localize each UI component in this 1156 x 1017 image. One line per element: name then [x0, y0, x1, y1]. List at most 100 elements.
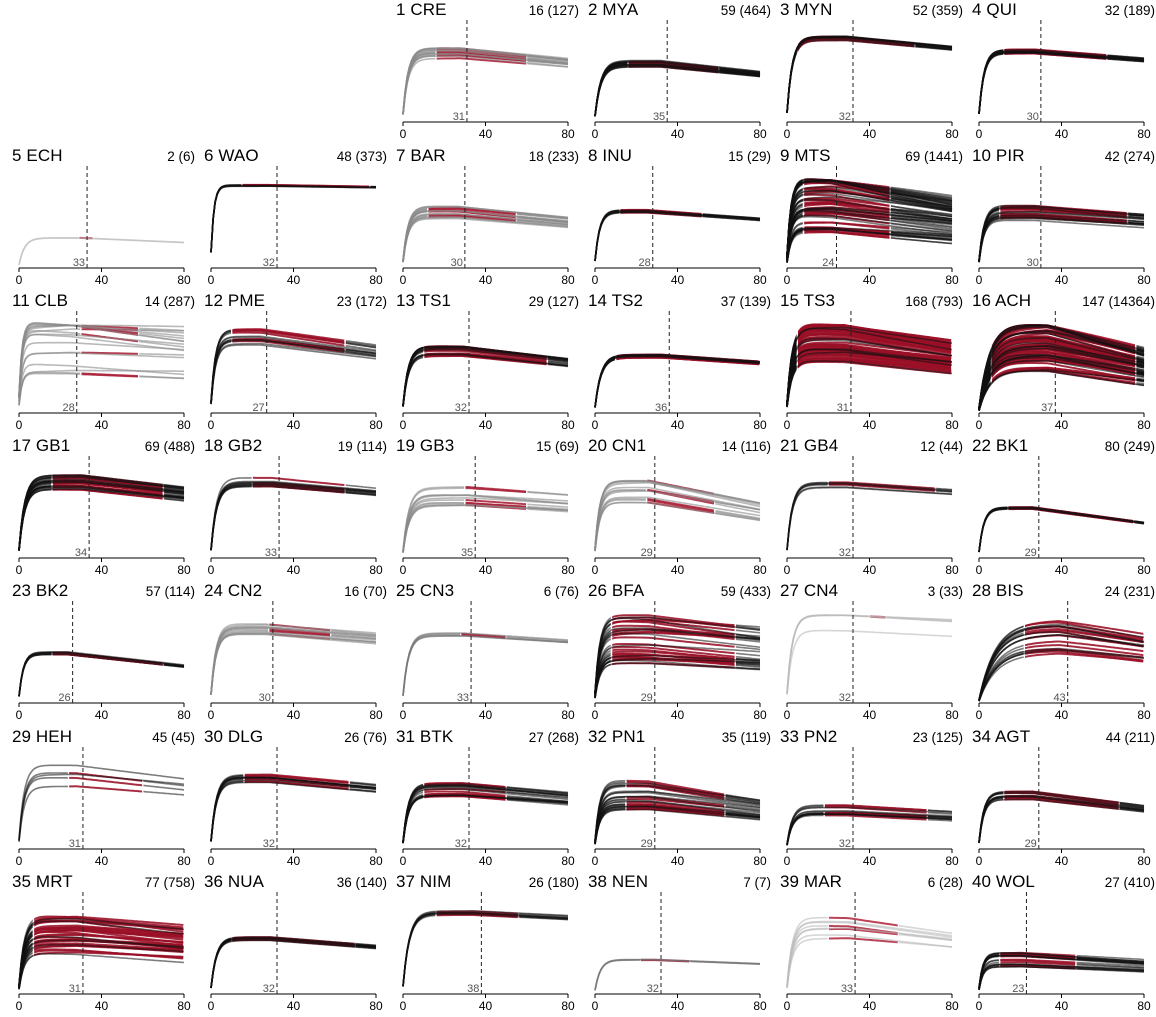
series-line	[402, 912, 569, 987]
reference-label: 30	[1027, 257, 1039, 269]
panel-gb1: 17 GB1 69 (488) 0 40 80 34	[5, 436, 197, 581]
panel-title: 18 GB2	[204, 436, 263, 455]
series-line	[978, 347, 1145, 410]
panel-plot: 0 40 80 32	[208, 745, 383, 868]
panel-count: 37 (139)	[720, 294, 771, 309]
panel-title: 6 WAO	[204, 146, 259, 165]
x-tick-label: 80	[369, 273, 383, 287]
x-tick-label: 80	[945, 127, 959, 141]
series-line	[18, 652, 185, 697]
panel-title: 21 GB4	[780, 436, 839, 455]
panel-wol: 40 WOL 27 (410) 0 40 80 23	[965, 872, 1156, 1017]
series-line	[18, 651, 185, 697]
series-line	[786, 483, 953, 550]
series-line	[18, 772, 185, 841]
series-line	[594, 644, 761, 697]
reference-label: 32	[263, 983, 275, 995]
x-tick-label: 40	[863, 563, 877, 577]
x-tick-label: 40	[863, 854, 877, 868]
series-line	[786, 196, 953, 259]
series-line	[18, 653, 185, 697]
series-line	[594, 791, 761, 843]
series-group	[786, 35, 953, 114]
series-group	[978, 950, 1145, 991]
series-line	[978, 344, 1145, 410]
x-tick-label: 80	[177, 418, 191, 432]
series-line	[786, 37, 953, 113]
x-tick-label: 40	[1055, 708, 1069, 722]
x-tick-label: 0	[400, 418, 407, 432]
x-tick-label: 0	[976, 854, 983, 868]
series-line	[210, 632, 377, 695]
series-line	[594, 627, 761, 694]
series-line	[786, 209, 953, 260]
series-line	[594, 496, 761, 551]
panel-cn3: 25 CN3 6 (76) 0 40 80 33	[389, 581, 581, 726]
reference-label: 29	[641, 547, 653, 559]
series-line	[402, 910, 569, 987]
series-line	[786, 214, 953, 261]
x-tick-label: 80	[753, 563, 767, 577]
series-group	[402, 909, 569, 987]
panel-title: 28 BIS	[972, 581, 1024, 600]
x-tick-label: 80	[945, 273, 959, 287]
series-line	[978, 798, 1145, 844]
series-group	[594, 956, 761, 991]
series-line	[210, 184, 376, 253]
series-line	[978, 507, 1145, 553]
series-line	[594, 632, 761, 695]
panel-plot: 0 40 80 29	[592, 599, 767, 722]
series-group	[402, 45, 569, 115]
panel-plot: 0 40 80 38	[400, 890, 575, 1013]
series-line	[210, 342, 377, 405]
panel-title: 22 BK1	[972, 436, 1029, 455]
highlight-segment	[80, 351, 139, 355]
series-line	[786, 927, 953, 988]
highlight-segment	[796, 333, 953, 354]
highlight-segment	[231, 329, 346, 345]
series-group	[786, 479, 953, 551]
x-tick-label: 40	[287, 563, 301, 577]
highlight-segment	[268, 630, 331, 637]
panel-count: 16 (127)	[528, 3, 579, 18]
reference-label: 37	[1041, 402, 1053, 414]
series-line	[786, 629, 953, 696]
panel-plot: 0 40 80 28	[592, 164, 767, 287]
x-tick-label: 80	[369, 999, 383, 1013]
series-group	[594, 207, 761, 262]
reference-label: 32	[839, 547, 851, 559]
series-line	[402, 494, 569, 552]
x-tick-label: 0	[208, 563, 215, 577]
series-group	[786, 323, 953, 408]
x-tick-label: 80	[177, 999, 191, 1013]
panel-pn2: 33 PN2 23 (125) 0 40 80 32	[773, 727, 965, 872]
series-line	[978, 51, 1145, 114]
series-line	[210, 336, 377, 404]
series-line	[210, 484, 377, 551]
series-line	[786, 339, 953, 405]
series-line	[18, 352, 185, 402]
series-line	[786, 180, 953, 256]
panel-count: 26 (180)	[528, 875, 579, 890]
series-line	[402, 217, 569, 263]
series-line	[786, 36, 953, 113]
reference-label: 32	[839, 111, 851, 123]
highlight-segment	[243, 774, 350, 784]
series-group	[210, 771, 377, 842]
series-line	[978, 790, 1145, 843]
reference-label: 31	[69, 983, 81, 995]
x-tick-label: 40	[1055, 563, 1069, 577]
reference-label: 23	[1012, 983, 1024, 995]
panel-plot: 0 40 80 26	[16, 599, 191, 722]
x-tick-label: 80	[753, 999, 767, 1013]
x-tick-label: 80	[945, 418, 959, 432]
panel-plot: 0 40 80 32	[784, 18, 959, 141]
series-line	[978, 369, 1145, 411]
panel-ach: 16 ACH 147 (14364) 0 40 80 37	[965, 291, 1156, 436]
panel-pme: 12 PME 23 (172) 0 40 80 27	[197, 291, 389, 436]
panel-plot: 0 40 80 35	[592, 18, 767, 141]
panel-count: 14 (116)	[721, 439, 771, 454]
series-line	[786, 486, 953, 551]
series-line	[210, 184, 376, 253]
series-line	[978, 219, 1145, 263]
